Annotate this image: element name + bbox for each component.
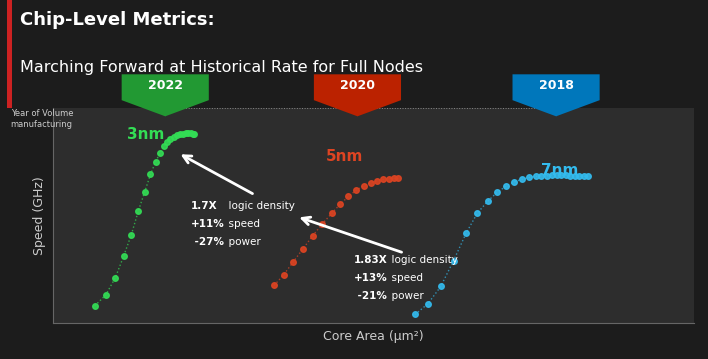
Text: 5nm: 5nm <box>326 149 363 164</box>
Text: 1.83X: 1.83X <box>354 255 388 265</box>
Bar <box>7 0 12 108</box>
Text: 3nm: 3nm <box>127 127 165 142</box>
Polygon shape <box>122 74 209 116</box>
Text: 2022: 2022 <box>148 79 183 92</box>
Text: speed: speed <box>222 219 260 229</box>
Text: speed: speed <box>385 273 423 283</box>
Polygon shape <box>314 74 401 116</box>
Text: +11%: +11% <box>191 219 224 229</box>
Text: +13%: +13% <box>354 273 388 283</box>
Text: Year of Volume
manufacturing: Year of Volume manufacturing <box>11 109 73 129</box>
Text: 2020: 2020 <box>340 79 375 92</box>
Text: Marching Forward at Historical Rate for Full Nodes: Marching Forward at Historical Rate for … <box>20 60 423 75</box>
Text: 2018: 2018 <box>539 79 573 92</box>
Text: logic density: logic density <box>222 201 295 211</box>
Text: 1.7X: 1.7X <box>191 201 217 211</box>
Text: 7nm: 7nm <box>541 163 578 178</box>
X-axis label: Core Area (μm²): Core Area (μm²) <box>323 330 424 343</box>
Text: -27%: -27% <box>191 237 224 247</box>
Text: logic density: logic density <box>385 255 458 265</box>
Polygon shape <box>513 74 600 116</box>
Y-axis label: Speed (GHz): Speed (GHz) <box>33 176 46 255</box>
Text: power: power <box>385 291 424 301</box>
Text: power: power <box>222 237 261 247</box>
Text: -21%: -21% <box>354 291 387 301</box>
Text: Chip-Level Metrics:: Chip-Level Metrics: <box>20 11 215 29</box>
